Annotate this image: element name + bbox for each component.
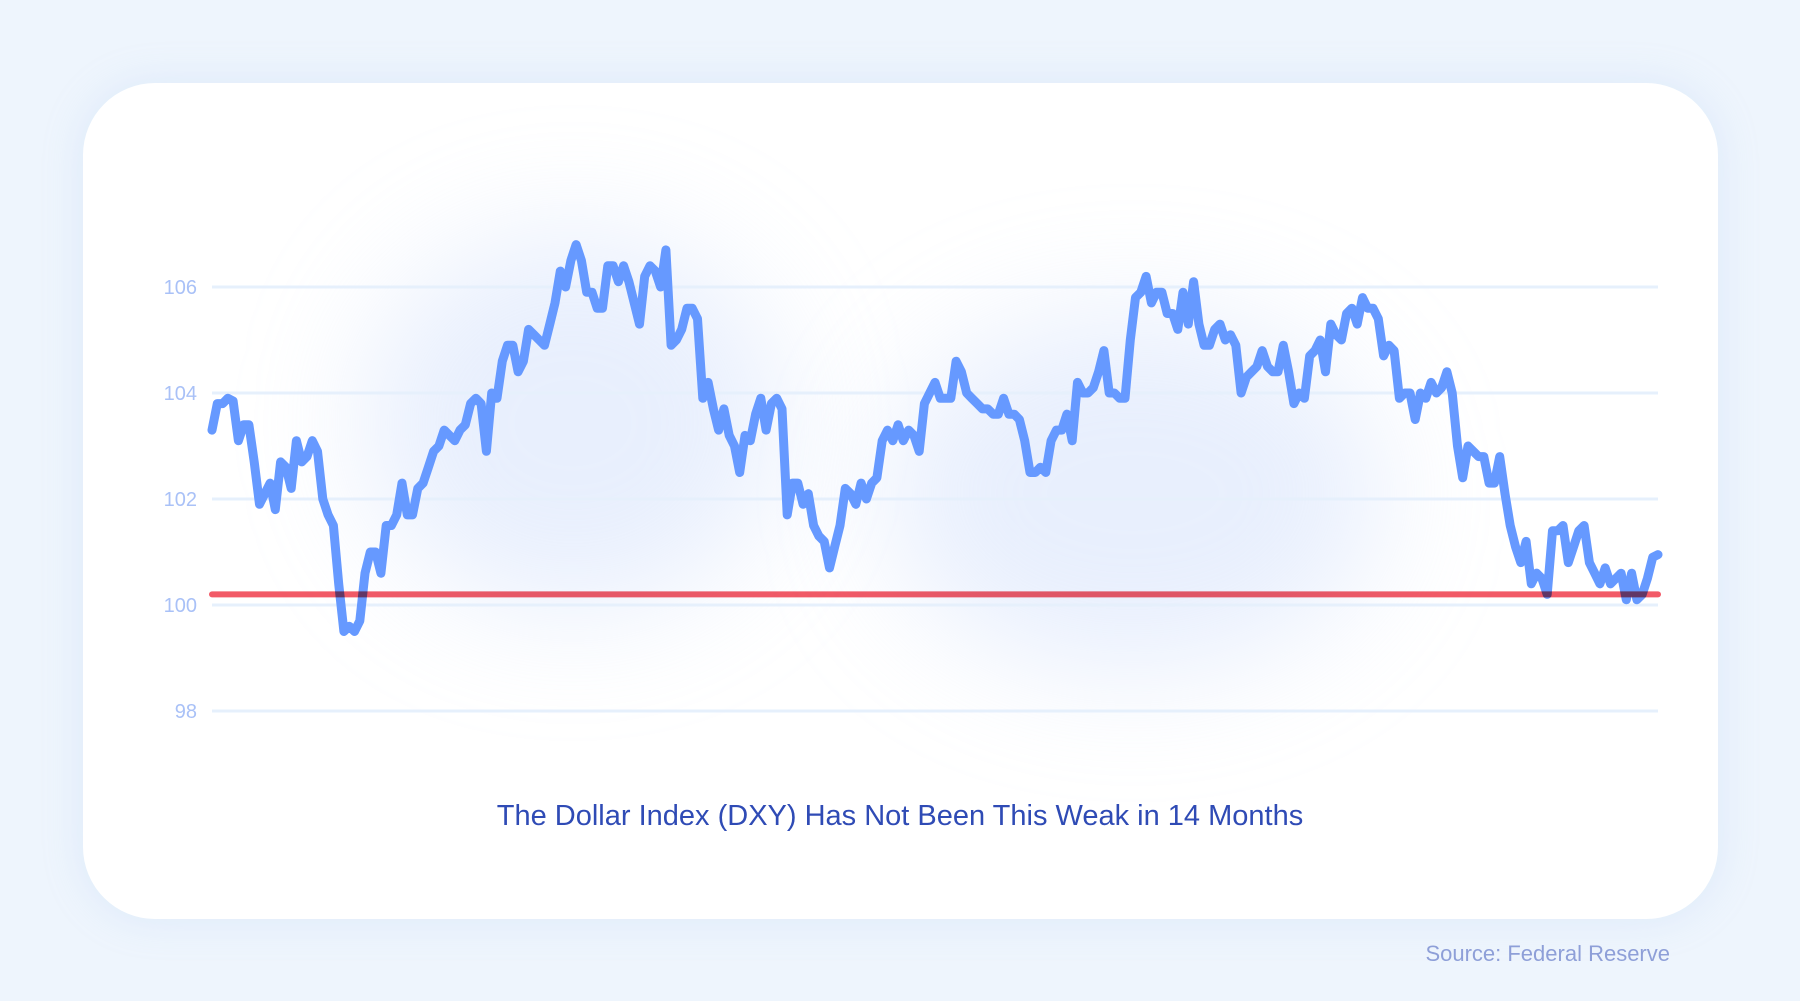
y-tick-label: 106 <box>164 277 197 299</box>
y-tick-label: 102 <box>164 489 197 511</box>
dxy-series-line <box>207 240 1663 636</box>
chart-title: The Dollar Index (DXY) Has Not Been This… <box>496 800 1304 832</box>
y-tick-label: 104 <box>164 383 197 405</box>
y-tick-label: 100 <box>164 595 197 617</box>
y-tick-label: 98 <box>175 701 197 723</box>
source-label: Source: Federal Reserve <box>1425 941 1670 966</box>
